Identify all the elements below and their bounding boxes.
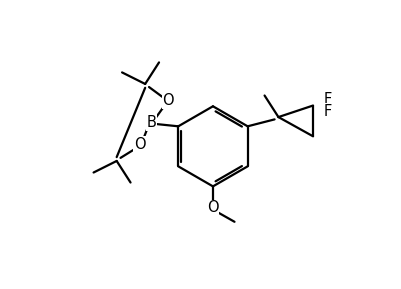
Text: O: O bbox=[134, 136, 145, 151]
Text: B: B bbox=[146, 115, 156, 130]
Text: F: F bbox=[323, 92, 331, 107]
Text: F: F bbox=[323, 104, 331, 119]
Text: O: O bbox=[162, 93, 174, 108]
Text: O: O bbox=[207, 201, 218, 215]
